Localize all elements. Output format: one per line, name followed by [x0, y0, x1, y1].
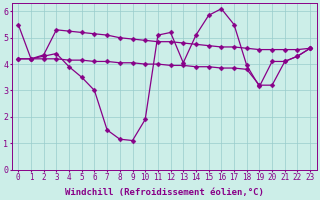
X-axis label: Windchill (Refroidissement éolien,°C): Windchill (Refroidissement éolien,°C) [65, 188, 264, 197]
